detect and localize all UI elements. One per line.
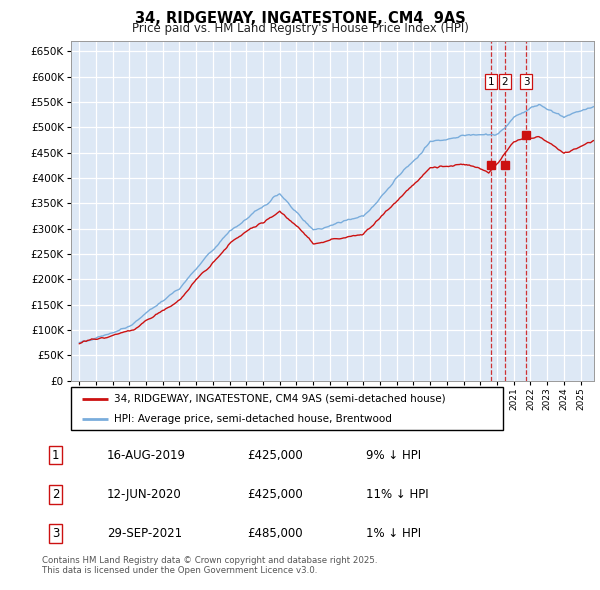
Text: Contains HM Land Registry data © Crown copyright and database right 2025.: Contains HM Land Registry data © Crown c… [42,556,377,565]
Text: 2: 2 [52,487,59,501]
Text: £485,000: £485,000 [247,527,303,540]
Text: 2: 2 [502,77,508,87]
Text: 3: 3 [52,527,59,540]
Text: £425,000: £425,000 [247,448,303,461]
Text: 16-AUG-2019: 16-AUG-2019 [107,448,186,461]
Text: 34, RIDGEWAY, INGATESTONE, CM4  9AS: 34, RIDGEWAY, INGATESTONE, CM4 9AS [134,11,466,25]
Text: This data is licensed under the Open Government Licence v3.0.: This data is licensed under the Open Gov… [42,566,317,575]
Text: 12-JUN-2020: 12-JUN-2020 [107,487,182,501]
Text: 11% ↓ HPI: 11% ↓ HPI [366,487,428,501]
Text: 29-SEP-2021: 29-SEP-2021 [107,527,182,540]
Text: 1% ↓ HPI: 1% ↓ HPI [366,527,421,540]
Text: 1: 1 [52,448,59,461]
Text: HPI: Average price, semi-detached house, Brentwood: HPI: Average price, semi-detached house,… [114,414,392,424]
Text: 1: 1 [487,77,494,87]
Text: £425,000: £425,000 [247,487,303,501]
Text: 3: 3 [523,77,530,87]
Text: Price paid vs. HM Land Registry's House Price Index (HPI): Price paid vs. HM Land Registry's House … [131,22,469,35]
Text: 34, RIDGEWAY, INGATESTONE, CM4 9AS (semi-detached house): 34, RIDGEWAY, INGATESTONE, CM4 9AS (semi… [114,394,446,404]
Text: 9% ↓ HPI: 9% ↓ HPI [366,448,421,461]
FancyBboxPatch shape [71,387,503,430]
